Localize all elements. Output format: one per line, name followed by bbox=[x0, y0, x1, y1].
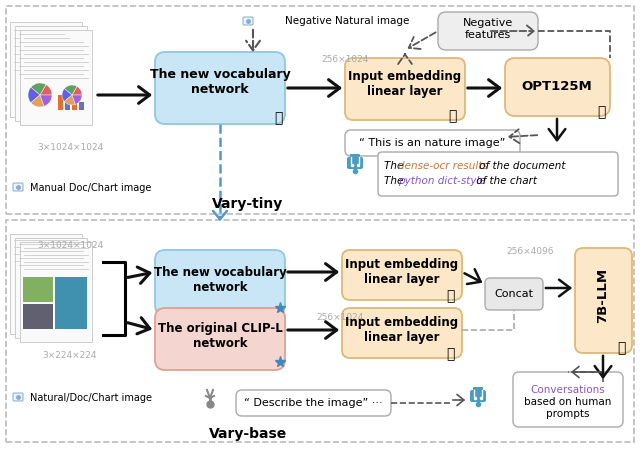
FancyBboxPatch shape bbox=[243, 17, 253, 25]
Bar bbox=[20, 242, 92, 342]
Text: “ Describe the image” ···: “ Describe the image” ··· bbox=[244, 398, 382, 408]
Text: 3×1024×1024: 3×1024×1024 bbox=[37, 144, 103, 153]
Bar bbox=[10, 234, 82, 334]
Text: Concat: Concat bbox=[495, 289, 534, 299]
Text: Conversations: Conversations bbox=[531, 385, 605, 395]
Text: The: The bbox=[384, 176, 406, 186]
Wedge shape bbox=[62, 89, 72, 101]
Text: prompts: prompts bbox=[547, 409, 589, 419]
Wedge shape bbox=[72, 86, 82, 95]
FancyBboxPatch shape bbox=[13, 183, 23, 191]
FancyBboxPatch shape bbox=[345, 58, 465, 120]
FancyBboxPatch shape bbox=[13, 393, 23, 401]
Text: 🔥: 🔥 bbox=[446, 347, 454, 361]
Text: of the document: of the document bbox=[476, 161, 566, 171]
Text: 🔥: 🔥 bbox=[617, 341, 625, 355]
Wedge shape bbox=[40, 95, 52, 106]
Text: The new vocabulary
network: The new vocabulary network bbox=[154, 266, 286, 294]
Text: 256×1024: 256×1024 bbox=[321, 55, 369, 64]
Text: 256×4096: 256×4096 bbox=[506, 248, 554, 256]
Text: Vary-base: Vary-base bbox=[209, 427, 287, 441]
Text: The new vocabulary
network: The new vocabulary network bbox=[150, 68, 291, 96]
Text: 🔥: 🔥 bbox=[448, 109, 456, 123]
FancyBboxPatch shape bbox=[575, 248, 632, 353]
FancyBboxPatch shape bbox=[347, 157, 363, 169]
Text: dense-ocr results: dense-ocr results bbox=[398, 161, 488, 171]
Wedge shape bbox=[65, 85, 77, 95]
FancyBboxPatch shape bbox=[155, 52, 285, 124]
Bar bbox=[6, 220, 634, 442]
FancyBboxPatch shape bbox=[470, 390, 486, 402]
Text: Negative
features: Negative features bbox=[463, 18, 513, 40]
Bar bbox=[23, 277, 53, 302]
Bar bbox=[20, 30, 92, 125]
FancyBboxPatch shape bbox=[345, 130, 520, 156]
Text: The original CLIP-L
network: The original CLIP-L network bbox=[157, 322, 282, 350]
Text: python dict-style: python dict-style bbox=[398, 176, 486, 186]
Wedge shape bbox=[31, 83, 46, 95]
Bar bbox=[58, 95, 63, 110]
Bar bbox=[10, 22, 82, 117]
Text: Vary-tiny: Vary-tiny bbox=[212, 197, 284, 211]
Text: Input embedding
linear layer: Input embedding linear layer bbox=[346, 258, 459, 286]
Text: 🔥: 🔥 bbox=[446, 289, 454, 303]
FancyBboxPatch shape bbox=[473, 387, 483, 393]
Text: “ This is an nature image”: “ This is an nature image” bbox=[359, 138, 505, 148]
FancyBboxPatch shape bbox=[485, 278, 543, 310]
Text: OPT125M: OPT125M bbox=[522, 80, 593, 93]
FancyBboxPatch shape bbox=[155, 250, 285, 315]
Text: Input embedding
linear layer: Input embedding linear layer bbox=[346, 316, 459, 344]
Wedge shape bbox=[72, 95, 82, 104]
Bar bbox=[65, 100, 70, 110]
FancyBboxPatch shape bbox=[342, 308, 462, 358]
Bar bbox=[15, 26, 87, 121]
Bar bbox=[23, 304, 53, 329]
Wedge shape bbox=[31, 95, 44, 107]
Text: The: The bbox=[384, 161, 406, 171]
Wedge shape bbox=[65, 95, 76, 105]
Text: 7B-LLM: 7B-LLM bbox=[596, 267, 609, 323]
FancyBboxPatch shape bbox=[342, 250, 462, 300]
FancyBboxPatch shape bbox=[155, 308, 285, 370]
Text: based on human: based on human bbox=[524, 397, 612, 407]
Text: Manual Doc/Chart image: Manual Doc/Chart image bbox=[30, 183, 152, 193]
Text: Input embedding
linear layer: Input embedding linear layer bbox=[348, 70, 461, 98]
Text: 🔥: 🔥 bbox=[274, 111, 282, 125]
Bar bbox=[79, 102, 84, 110]
Bar bbox=[6, 6, 634, 214]
FancyBboxPatch shape bbox=[350, 154, 360, 160]
Text: 🔥: 🔥 bbox=[597, 105, 605, 119]
Bar bbox=[72, 92, 77, 110]
FancyBboxPatch shape bbox=[438, 12, 538, 50]
Bar bbox=[15, 238, 87, 338]
Text: of the chart: of the chart bbox=[473, 176, 537, 186]
Text: 3×224×224: 3×224×224 bbox=[43, 351, 97, 360]
Bar bbox=[55, 277, 87, 329]
Text: 256×1024: 256×1024 bbox=[316, 314, 364, 323]
Wedge shape bbox=[28, 87, 40, 103]
Text: Natural/Doc/Chart image: Natural/Doc/Chart image bbox=[30, 393, 152, 403]
Wedge shape bbox=[40, 85, 52, 95]
FancyBboxPatch shape bbox=[513, 372, 623, 427]
Text: Negative Natural image: Negative Natural image bbox=[285, 16, 410, 26]
Text: 3×1024×1024: 3×1024×1024 bbox=[37, 240, 103, 249]
FancyBboxPatch shape bbox=[505, 58, 610, 116]
FancyBboxPatch shape bbox=[378, 152, 618, 196]
FancyBboxPatch shape bbox=[236, 390, 391, 416]
